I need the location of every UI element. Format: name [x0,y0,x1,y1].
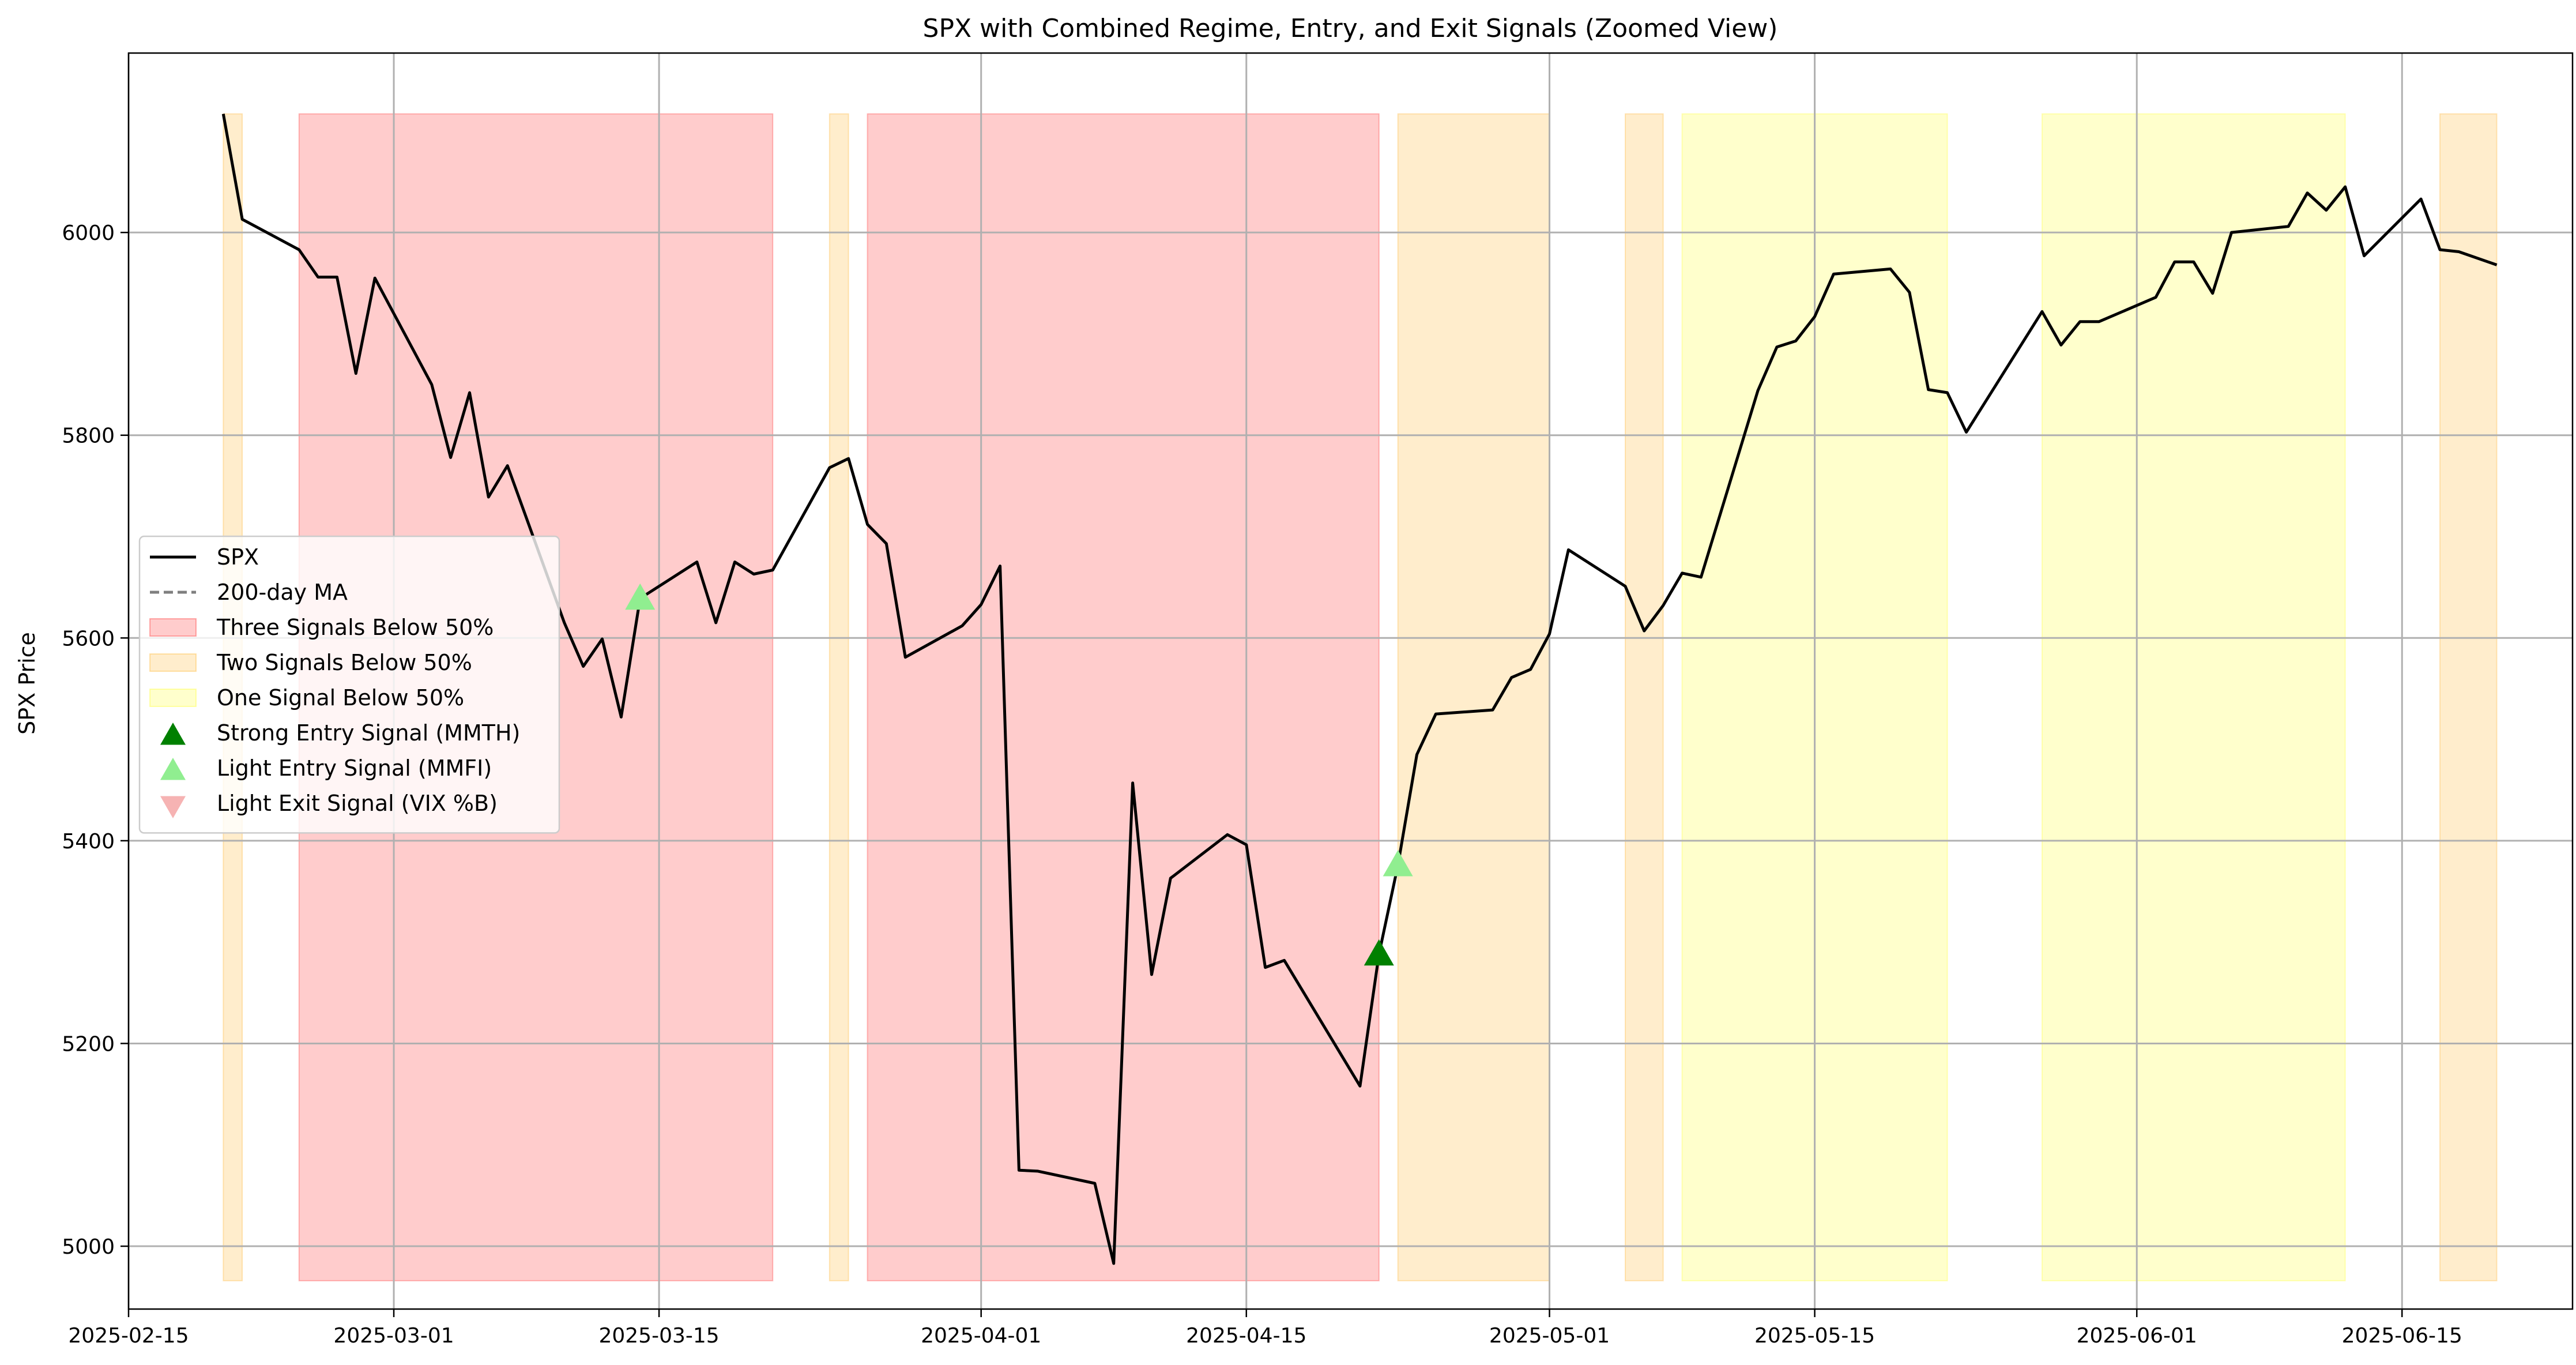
legend-label: Light Exit Signal (VIX %B) [217,791,498,816]
regime-band-three [867,113,1380,1281]
signal-markers [625,583,1413,966]
legend-handle-marker [160,796,186,818]
y-tick-label: 5600 [62,627,115,650]
regime-band-one [2041,113,2346,1281]
light-entry-marker [1383,850,1413,877]
x-tick-label: 2025-05-15 [1754,1324,1875,1348]
legend-handle-marker [160,758,186,780]
legend-label: Two Signals Below 50% [216,650,472,675]
x-tick-label: 2025-03-15 [598,1324,719,1348]
x-tick-label: 2025-03-01 [333,1324,454,1348]
legend-label: Strong Entry Signal (MMTH) [217,720,520,746]
y-axis-label: SPX Price [14,632,40,735]
x-tick-label: 2025-06-15 [2342,1324,2462,1348]
legend-label: Light Entry Signal (MMFI) [217,755,492,781]
regime-band-two [1624,113,1664,1281]
x-tick-label: 2025-04-15 [1186,1324,1306,1348]
legend-handle-patch [149,689,197,707]
series-line-spx [221,114,2498,1265]
legend-label: SPX [217,544,259,570]
x-tick-label: 2025-05-01 [1489,1324,1610,1348]
regime-bands [223,113,2498,1281]
legend: SPX 200-day MA Three Signals Below 50% Two … [138,535,560,834]
axis-ticks: 2025-02-15 2025-03-01 2025-03-15 2025-04-01… [62,221,2462,1348]
x-tick-label: 2025-06-01 [2077,1324,2197,1348]
y-tick-label: 5800 [62,424,115,448]
light-entry-marker [625,583,656,610]
legend-label: 200-day MA [217,580,348,605]
regime-band-two [828,113,849,1281]
regime-band-two [2439,113,2498,1281]
strong-entry-marker [1364,939,1394,966]
legend-handle-patch [149,618,197,637]
y-tick-label: 5200 [62,1032,115,1056]
regime-band-two [1397,113,1550,1281]
x-tick-label: 2025-02-15 [68,1324,189,1348]
y-tick-label: 6000 [62,221,115,245]
y-tick-label: 5000 [62,1235,115,1259]
legend-box [138,535,560,834]
legend-handle-patch [149,653,197,672]
y-tick-label: 5400 [62,830,115,853]
legend-handle-marker [160,723,186,745]
legend-label: One Signal Below 50% [217,685,464,710]
legend-label: Three Signals Below 50% [216,615,494,640]
chart-title: SPX with Combined Regime, Entry, and Exi… [923,14,1778,43]
x-tick-label: 2025-04-01 [921,1324,1041,1348]
series-layer [221,114,2498,1265]
axes-frame [127,52,2574,1310]
